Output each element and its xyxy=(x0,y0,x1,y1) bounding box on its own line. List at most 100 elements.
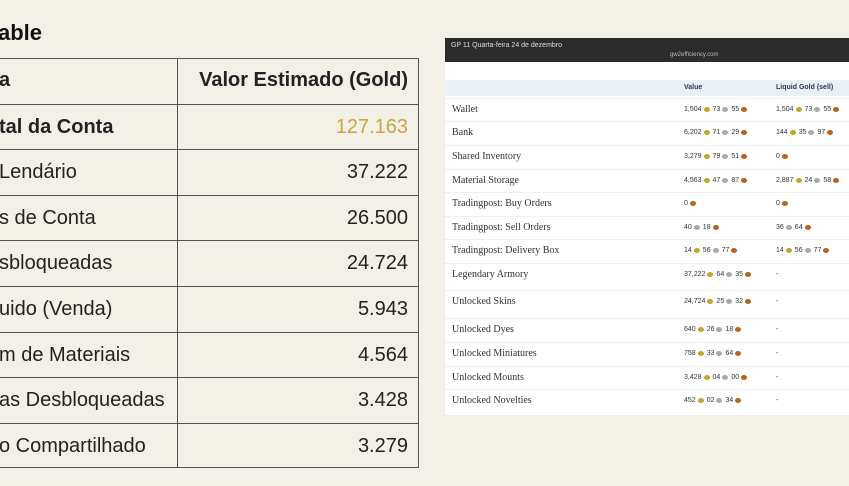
coin-icon xyxy=(789,129,796,135)
coin-icon xyxy=(703,129,710,135)
coin-icon xyxy=(808,129,815,135)
amount: 79 xyxy=(712,153,721,160)
cell-value: 3.279 xyxy=(357,434,408,457)
coin-icon xyxy=(703,177,710,183)
header-liquid: Liquid Gold (sell) xyxy=(776,84,834,91)
coin-icon xyxy=(827,129,834,135)
coin-icon xyxy=(703,106,710,112)
coin-icon xyxy=(697,397,704,403)
amount: 02 xyxy=(706,397,715,404)
coin-icon xyxy=(735,350,742,356)
amount: 58 xyxy=(823,177,832,184)
liquid-cell: 14 56 77 xyxy=(776,247,832,254)
amount: 64 xyxy=(725,350,734,357)
amount: 24,724 xyxy=(684,298,706,305)
value-cell: 6,202 71 29 xyxy=(684,129,750,136)
coin-icon xyxy=(804,247,811,253)
value-cell: 1,504 73 55 xyxy=(684,106,750,113)
row-label: Unlocked Miniatures xyxy=(452,348,537,359)
cell-label: o Compartilhado xyxy=(0,434,146,457)
coin-icon xyxy=(722,153,729,159)
row-label: Unlocked Novelties xyxy=(452,395,532,406)
value-cell: 640 26 18 xyxy=(684,326,744,333)
table-row: Wallet 1,504 73 55 1,504 73 55 xyxy=(445,98,849,122)
amount: 40 xyxy=(684,224,692,231)
coin-icon xyxy=(722,374,729,380)
row-label: Unlocked Mounts xyxy=(452,372,524,383)
table-row: Unlocked Skins 24,724 25 32 - xyxy=(445,290,849,314)
table-row: Unlocked Mounts 3,428 04 00 - xyxy=(445,366,849,390)
table-row: Legendary Armory 37,222 64 35 - xyxy=(445,263,849,287)
liquid-cell: - xyxy=(776,298,778,305)
amount: 04 xyxy=(712,374,721,381)
amount: 35 xyxy=(798,129,807,136)
coin-icon xyxy=(745,271,752,277)
table-row: m de Materiais 4.564 xyxy=(0,331,418,378)
left-table: a Valor Estimado (Gold) tal da Conta 127.16… xyxy=(0,58,419,468)
amount: 29 xyxy=(731,129,740,136)
amount: 18 xyxy=(725,326,734,333)
table-row: uido (Venda) 5.943 xyxy=(0,286,418,332)
value-cell: 4,563 47 87 xyxy=(684,177,750,184)
cell-value: 37.222 xyxy=(346,161,408,184)
row-label: Tradingpost: Buy Orders xyxy=(452,198,552,209)
coin-icon xyxy=(745,298,752,304)
amount: 3,279 xyxy=(684,153,702,160)
coin-icon xyxy=(781,200,788,206)
coin-icon xyxy=(741,177,748,183)
row-label: Bank xyxy=(452,127,474,138)
cell-label: tal da Conta xyxy=(0,115,114,138)
value-cell: 40 18 xyxy=(684,224,722,231)
cell-label: s de Conta xyxy=(0,206,96,229)
header-row: a Valor Estimado (Gold) xyxy=(0,58,418,103)
coin-icon xyxy=(833,177,840,183)
table-row: Material Storage 4,563 47 87 2,887 24 58 xyxy=(445,169,849,193)
cell-value: 5.943 xyxy=(357,298,408,320)
value-cell: 0 xyxy=(684,200,699,207)
liquid-cell: - xyxy=(776,374,778,381)
amount: 2,887 xyxy=(776,177,794,184)
table-row: Unlocked Novelties 452 02 34 - xyxy=(445,389,849,413)
coin-icon xyxy=(785,247,792,253)
coin-icon xyxy=(693,247,700,253)
value-cell: 14 56 77 xyxy=(684,247,740,254)
table-row: Tradingpost: Delivery Box 14 56 77 14 56 77 xyxy=(445,239,849,263)
amount: 6,202 xyxy=(684,129,702,136)
table-row: tal da Conta 127.163 xyxy=(0,103,418,150)
coin-icon xyxy=(697,326,704,332)
value-cell: 3,279 79 51 xyxy=(684,153,750,160)
table-row: Lendário 37.222 xyxy=(0,149,418,195)
table-row: o Compartilhado 3.279 xyxy=(0,422,418,469)
coin-icon xyxy=(707,298,714,304)
cell-value: 24.724 xyxy=(346,252,408,275)
row-label: Tradingpost: Sell Orders xyxy=(452,222,551,233)
cell-label: as Desbloqueadas xyxy=(0,389,165,412)
row-label: Shared Inventory xyxy=(452,151,522,162)
row-label: Unlocked Dyes xyxy=(452,324,514,335)
table-header: Value Liquid Gold (sell) xyxy=(445,80,849,96)
coin-icon xyxy=(689,200,696,206)
coin-icon xyxy=(795,106,802,112)
coin-icon xyxy=(781,153,788,159)
row-label: Material Storage xyxy=(452,175,519,186)
coin-icon xyxy=(795,177,802,183)
table-row: Unlocked Miniatures 758 33 64 - xyxy=(445,342,849,366)
cell-label: a xyxy=(0,69,11,91)
amount: 47 xyxy=(712,177,721,184)
amount: 33 xyxy=(706,350,715,357)
coin-icon xyxy=(741,106,748,112)
liquid-cell: 0 xyxy=(776,200,791,207)
amount: 26 xyxy=(706,326,715,333)
cell-value: 127.163 xyxy=(335,115,408,138)
amount: 0 xyxy=(776,153,780,160)
amount: - xyxy=(776,397,779,404)
amount: 0 xyxy=(684,200,688,207)
liquid-cell: 36 64 xyxy=(776,224,814,231)
amount: 97 xyxy=(817,129,826,136)
liquid-cell: 144 35 97 xyxy=(776,129,836,136)
row-label: Legendary Armory xyxy=(452,269,529,280)
amount: 71 xyxy=(712,129,721,136)
amount: 77 xyxy=(721,247,730,254)
value-cell: 3,428 04 00 xyxy=(684,374,750,381)
top-bar: GP 11 Quarta-feira 24 de dezembro gw2eff… xyxy=(445,38,849,62)
